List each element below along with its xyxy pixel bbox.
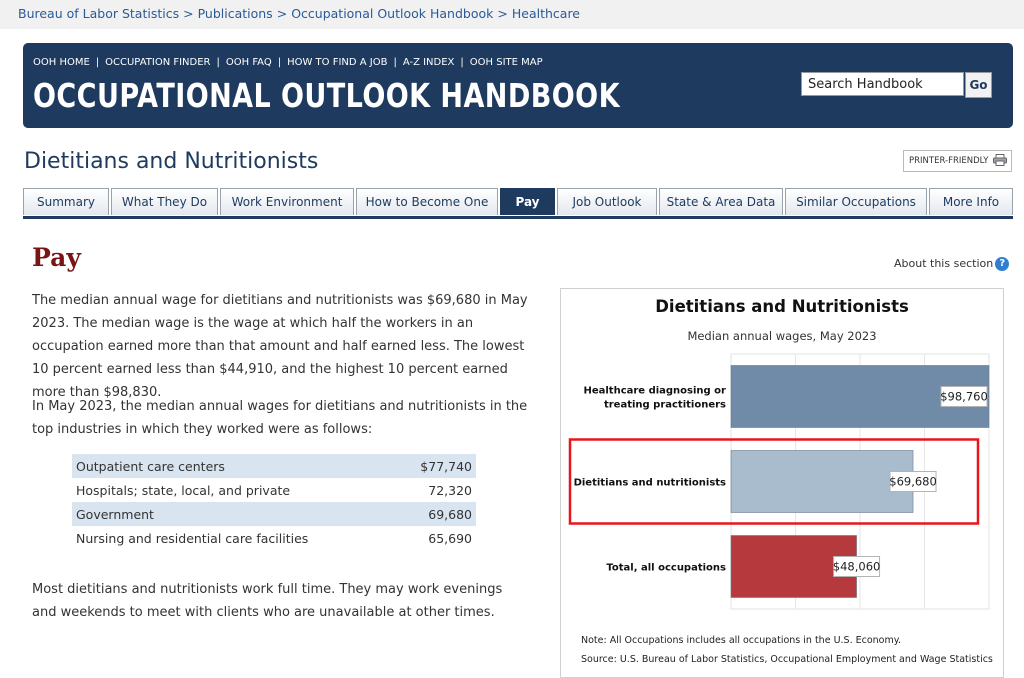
breadcrumb-separator: > [497,6,508,21]
handbook-title[interactable]: OCCUPATIONAL OUTLOOK HANDBOOK [33,76,620,115]
chart-value-label-box [833,556,881,577]
industry-wage: 65,690 [428,530,472,546]
chart-bar [730,450,914,513]
tab-job-outlook[interactable]: Job Outlook [557,188,657,215]
nav-divider: | [277,57,282,68]
industry-name: Hospitals; state, local, and private [76,482,291,498]
nav-ooh-home[interactable]: OOH HOME [33,57,90,68]
about-this-section-link[interactable]: About this section? [894,257,1010,271]
tab-pay[interactable]: Pay [500,188,555,215]
chart-value-label: $98,760 [940,390,988,404]
chart-highlight-box [568,438,980,525]
nav-a-z-index[interactable]: A-Z INDEX [402,57,455,68]
nav-divider: | [95,57,100,68]
industry-wage: 69,680 [395,502,476,526]
tab-what-they-do[interactable]: What They Do [111,188,218,215]
chart-plot: Healthcare diagnosing or treating practit… [568,353,990,610]
chart-subtitle: Median annual wages, May 2023 [687,329,877,343]
tab-similar-occupations[interactable]: Similar Occupations [785,188,927,215]
chart-note: Note: All Occupations includes all occup… [581,635,902,646]
chart-value-label: $69,680 [889,475,937,489]
printer-friendly-label: PRINTER-FRIENDLY [909,156,989,166]
tab-summary[interactable]: Summary [23,188,109,215]
industry-wage: 72,320 [428,482,472,498]
breadcrumb-separator: > [183,6,194,21]
tab-work-environment[interactable]: Work Environment [220,188,354,215]
industry-wage: $77,740 [395,454,476,478]
wage-chart: Dietitians and Nutritionists Median annu… [560,288,1004,678]
breadcrumb-link-publications[interactable]: Publications [197,6,273,21]
pay-paragraph-schedule: Most dietitians and nutritionists work f… [32,582,503,620]
chart-value-label-box [940,386,988,407]
pay-paragraph-industries: In May 2023, the median annual wages for… [32,399,528,437]
printer-icon [993,154,1007,166]
table-row: Government 69,680 [72,502,476,526]
chart-source: Source: U.S. Bureau of Labor Statistics,… [581,654,993,665]
tab-how-to-become-one[interactable]: How to Become One [356,188,498,215]
help-icon: ? [995,257,1010,271]
table-row: Outpatient care centers $77,740 [72,454,476,478]
page-title: Dietitians and Nutritionists [24,149,319,174]
nav-divider: | [460,57,464,68]
search-go-button[interactable]: Go [965,72,992,98]
ooh-banner: OOH HOME | OCCUPATION FINDER | OOH FAQ | HOW T… [23,43,1013,128]
breadcrumb: Bureau of Labor Statistics > Publications >… [18,6,580,21]
breadcrumb-link-ooh[interactable]: Occupational Outlook Handbook [291,6,494,21]
chart-value-label: $48,060 [833,560,881,574]
about-this-section-label: About this section [894,257,994,270]
industry-name: Nursing and residential care facilities [76,530,309,546]
nav-ooh-faq[interactable]: OOH FAQ [225,57,272,68]
breadcrumb-link-bls[interactable]: Bureau of Labor Statistics [18,6,180,21]
section-heading: Pay [32,243,81,272]
breadcrumb-bar: Bureau of Labor Statistics > Publications >… [0,0,1024,29]
printer-friendly-button[interactable]: PRINTER-FRIENDLY [903,150,1012,172]
chart-value-label-box [889,471,937,492]
industry-name: Government [72,502,396,526]
industry-wage-table: Outpatient care centers $77,740 Hospital… [72,454,476,550]
breadcrumb-link-healthcare[interactable]: Healthcare [511,6,580,21]
nav-how-to-find-a-job[interactable]: HOW TO FIND A JOB [287,57,388,68]
nav-ooh-site-map[interactable]: OOH SITE MAP [469,57,543,68]
tab-more-info[interactable]: More Info [929,188,1013,215]
chart-category-label: Total, all occupations [606,563,726,574]
tab-state-area-data[interactable]: State & Area Data [659,188,783,215]
section-tabs: Summary What They Do Work Environment Ho… [23,188,1013,219]
nav-occupation-finder[interactable]: OCCUPATION FINDER [105,57,211,68]
industry-name: Outpatient care centers [72,454,396,478]
pay-paragraph-median: The median annual wage for dietitians an… [32,293,528,400]
chart-category-label: Dietitians and nutritionists [574,478,726,489]
chart-category-label: treating practitioners [604,400,726,411]
table-row: Nursing and residential care facilities … [72,526,476,550]
chart-category-label: Healthcare diagnosing or [583,386,726,397]
ooh-top-nav: OOH HOME | OCCUPATION FINDER | OOH FAQ | HOW T… [33,57,543,68]
nav-divider: | [216,57,220,68]
nav-divider: | [393,57,397,68]
search-input[interactable] [801,72,964,96]
table-row: Hospitals; state, local, and private 72,… [72,478,476,502]
chart-title: Dietitians and Nutritionists [655,297,909,316]
breadcrumb-separator: > [276,6,288,21]
